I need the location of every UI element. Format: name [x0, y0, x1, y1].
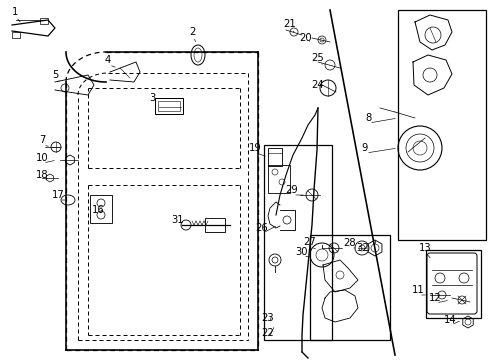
Text: 5: 5	[52, 70, 58, 80]
Text: 16: 16	[91, 205, 104, 215]
Bar	[397, 10, 485, 240]
Text: 3: 3	[148, 93, 155, 103]
Text: 27: 27	[303, 237, 316, 247]
Text: 13: 13	[418, 243, 430, 253]
Bar	[155, 98, 183, 114]
Text: 8: 8	[364, 113, 370, 123]
Text: 11: 11	[411, 285, 424, 295]
Text: 32: 32	[356, 243, 368, 253]
Text: 20: 20	[299, 33, 312, 43]
Text: 21: 21	[283, 19, 296, 29]
Text: 22: 22	[261, 328, 274, 338]
Bar	[267, 165, 289, 193]
Bar	[12, 32, 20, 38]
Text: 28: 28	[343, 238, 356, 248]
Bar	[267, 148, 282, 166]
Bar	[204, 218, 224, 232]
Bar	[158, 101, 180, 111]
Text: 30: 30	[295, 247, 307, 257]
Text: 31: 31	[171, 215, 184, 225]
Text: 7: 7	[39, 135, 45, 145]
Bar	[264, 145, 331, 340]
Text: 4: 4	[104, 55, 111, 65]
Text: 23: 23	[261, 313, 274, 323]
Text: 14: 14	[443, 315, 455, 325]
Text: 19: 19	[248, 143, 261, 153]
Text: 17: 17	[52, 190, 64, 200]
Text: 18: 18	[36, 170, 48, 180]
Text: 2: 2	[188, 27, 195, 37]
Bar	[40, 18, 48, 24]
Text: 26: 26	[255, 223, 268, 233]
Bar	[425, 250, 480, 318]
Text: 25: 25	[311, 53, 324, 63]
Text: 12: 12	[428, 293, 441, 303]
Text: 1: 1	[12, 7, 18, 17]
Text: 9: 9	[361, 143, 367, 153]
Bar	[309, 235, 389, 340]
Text: 10: 10	[36, 153, 48, 163]
Text: 24: 24	[311, 80, 324, 90]
Text: 29: 29	[285, 185, 298, 195]
Bar	[90, 195, 112, 223]
